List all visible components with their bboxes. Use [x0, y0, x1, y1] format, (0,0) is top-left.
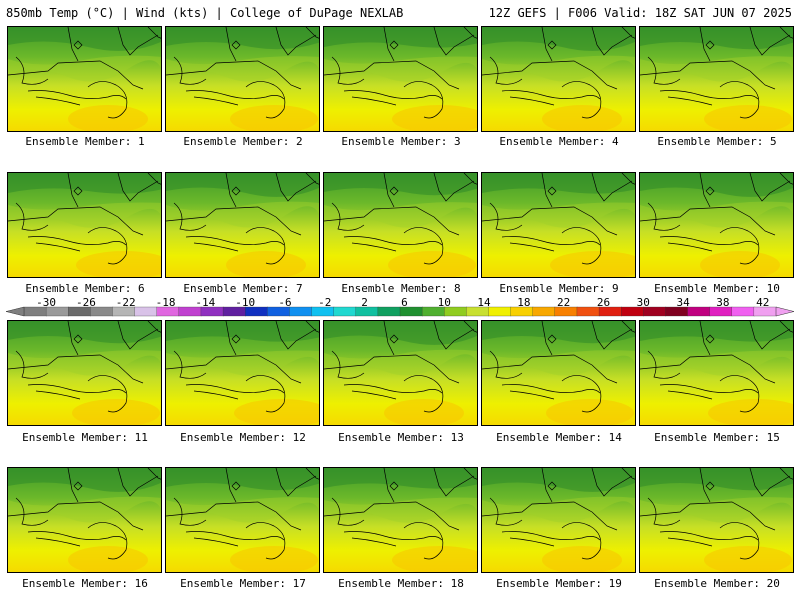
ensemble-member-map [639, 320, 794, 426]
ensemble-member-caption: Ensemble Member: 1 [25, 135, 145, 148]
ensemble-member-caption: Ensemble Member: 15 [654, 431, 780, 444]
ensemble-member-map [7, 467, 162, 573]
colorbar-arrow-left [6, 306, 25, 317]
ensemble-member-caption: Ensemble Member: 14 [496, 431, 622, 444]
colorbar-tick-label: 18 [517, 296, 531, 309]
ensemble-member-map [323, 26, 478, 132]
ensemble-member-map [323, 172, 478, 278]
ensemble-member-map [481, 26, 636, 132]
colorbar-arrow-right [775, 306, 794, 317]
colorbar-segment [488, 306, 512, 317]
ensemble-member-caption: Ensemble Member: 6 [25, 282, 145, 295]
colorbar-segment [377, 306, 401, 317]
ensemble-member-caption: Ensemble Member: 10 [654, 282, 780, 295]
colorbar-segment [333, 306, 357, 317]
ensemble-member-map [323, 320, 478, 426]
ensemble-member-map [639, 467, 794, 573]
ensemble-member-map [639, 172, 794, 278]
colorbar-tick-label: 30 [636, 296, 650, 309]
colorbar-tick-label: 22 [557, 296, 571, 309]
ensemble-member-caption: Ensemble Member: 19 [496, 577, 622, 590]
ensemble-member-caption: Ensemble Member: 4 [499, 135, 619, 148]
colorbar-tick-label: 26 [596, 296, 611, 309]
colorbar-tick-label: -30 [36, 296, 57, 309]
colorbar-tick-label: -18 [155, 296, 176, 309]
ensemble-member-caption: Ensemble Member: 13 [338, 431, 464, 444]
ensemble-member-map [7, 26, 162, 132]
ensemble-member-caption: Ensemble Member: 8 [341, 282, 461, 295]
ensemble-member-caption: Ensemble Member: 3 [341, 135, 461, 148]
header-title-right: 12Z GEFS | F006 Valid: 18Z SAT JUN 07 20… [488, 6, 792, 20]
colorbar-tick-label: 42 [756, 296, 770, 309]
colorbar-tick-label: 38 [716, 296, 730, 309]
colorbar-segment [731, 306, 755, 317]
colorbar-tick-label: 14 [477, 296, 491, 309]
colorbar-tick-label: -6 [278, 296, 292, 309]
colorbar-tick-label: 6 [401, 296, 408, 309]
ensemble-member-caption: Ensemble Member: 11 [22, 431, 148, 444]
ensemble-member-caption: Ensemble Member: 5 [657, 135, 777, 148]
colorbar-segment [289, 306, 313, 317]
ensemble-member-caption: Ensemble Member: 16 [22, 577, 148, 590]
ensemble-member-caption: Ensemble Member: 9 [499, 282, 619, 295]
ensemble-member-caption: Ensemble Member: 2 [183, 135, 303, 148]
colorbar-segment [687, 306, 711, 317]
colorbar-tick-label: 10 [437, 296, 451, 309]
ensemble-member-caption: Ensemble Member: 17 [180, 577, 306, 590]
ensemble-member-map [7, 172, 162, 278]
colorbar-tick-label: -14 [195, 296, 216, 309]
header-title-left: 850mb Temp (°C) | Wind (kts) | College o… [6, 6, 404, 20]
ensemble-member-map [165, 467, 320, 573]
temperature-colorbar [6, 306, 794, 317]
colorbar-tick-label: 34 [676, 296, 690, 309]
ensemble-member-map [165, 26, 320, 132]
ensemble-member-map [481, 172, 636, 278]
ensemble-member-caption: Ensemble Member: 20 [654, 577, 780, 590]
colorbar-tick-label: -2 [318, 296, 332, 309]
colorbar-segment [134, 306, 158, 317]
ensemble-member-map [639, 26, 794, 132]
ensemble-member-map [165, 320, 320, 426]
ensemble-member-map [481, 320, 636, 426]
ensemble-member-map [481, 467, 636, 573]
colorbar-segment [532, 306, 556, 317]
colorbar-tick-label: -22 [115, 296, 136, 309]
colorbar-tick-label: -26 [75, 296, 96, 309]
colorbar-tick-label: -10 [235, 296, 256, 309]
ensemble-member-caption: Ensemble Member: 18 [338, 577, 464, 590]
ensemble-member-caption: Ensemble Member: 7 [183, 282, 303, 295]
ensemble-member-map [323, 467, 478, 573]
ensemble-member-map [7, 320, 162, 426]
ensemble-member-map [165, 172, 320, 278]
colorbar-tick-label: 2 [361, 296, 368, 309]
ensemble-member-caption: Ensemble Member: 12 [180, 431, 306, 444]
